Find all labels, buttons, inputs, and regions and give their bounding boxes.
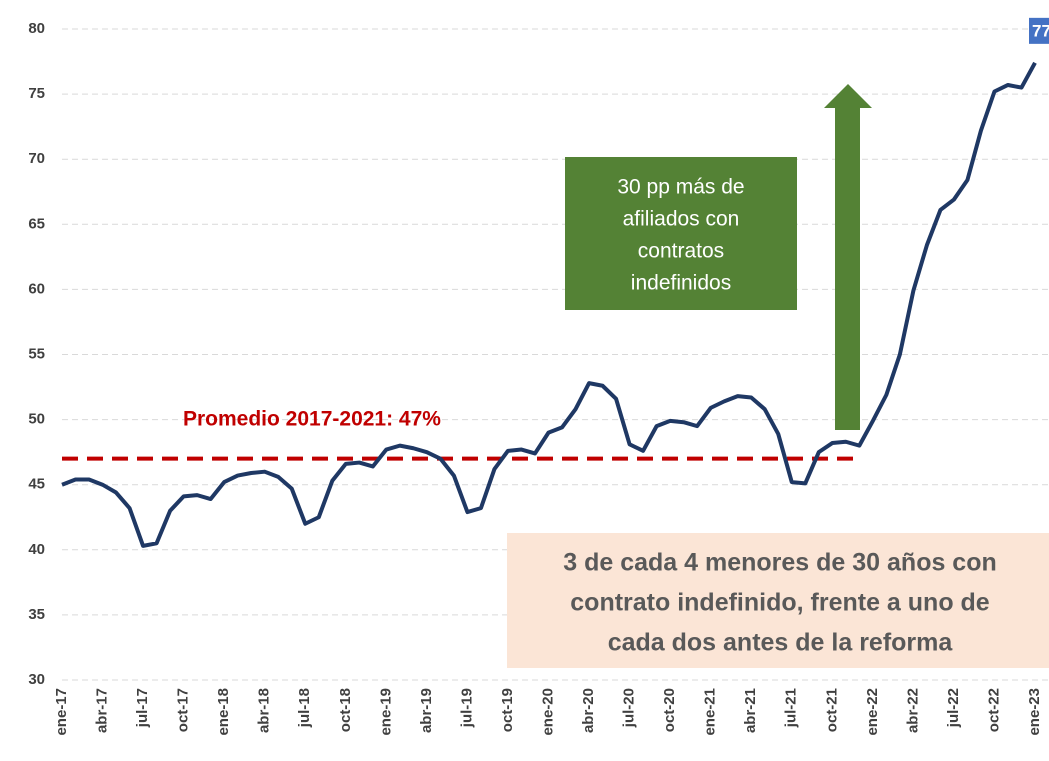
x-tick-label: oct-21 xyxy=(823,688,840,732)
note-text: 3 de cada 4 menores de 30 años con xyxy=(563,549,997,577)
y-tick-label: 75 xyxy=(28,85,45,102)
x-tick-label: ene-17 xyxy=(53,688,70,736)
x-tick-label: abr-17 xyxy=(94,688,111,733)
x-tick-label: abr-22 xyxy=(904,688,921,733)
x-tick-label: abr-20 xyxy=(580,688,597,733)
y-tick-label: 65 xyxy=(28,215,45,232)
arrow-shaft xyxy=(835,108,860,430)
value-label: 77 xyxy=(1032,21,1049,40)
box-text: afiliados con xyxy=(623,208,740,231)
box-text: 30 pp más de xyxy=(617,176,744,199)
x-tick-label: jul-21 xyxy=(783,688,800,728)
reference-label: Promedio 2017-2021: 47% xyxy=(183,408,441,431)
note-text: contrato indefinido, frente a uno de xyxy=(570,589,990,617)
x-tick-label: jul-18 xyxy=(296,688,313,728)
arrow-head xyxy=(824,84,872,108)
value-label-box xyxy=(1029,17,1049,44)
box-text: indefinidos xyxy=(631,272,731,295)
x-tick-label: oct-19 xyxy=(499,688,516,732)
y-tick-label: 30 xyxy=(28,671,45,688)
x-tick-label: ene-19 xyxy=(377,688,394,736)
x-tick-label: ene-22 xyxy=(864,688,881,736)
x-tick-label: abr-18 xyxy=(256,688,273,733)
x-tick-label: jul-17 xyxy=(134,688,151,728)
x-tick-label: oct-20 xyxy=(661,688,678,732)
y-tick-label: 80 xyxy=(28,20,45,37)
y-tick-label: 50 xyxy=(28,411,45,428)
x-tick-label: oct-18 xyxy=(337,688,354,732)
note-text: cada dos antes de la reforma xyxy=(608,629,954,657)
y-tick-label: 35 xyxy=(28,606,45,623)
x-tick-label: oct-22 xyxy=(985,688,1002,732)
x-tick-label: abr-21 xyxy=(742,688,759,733)
x-tick-label: ene-20 xyxy=(539,688,556,736)
y-tick-label: 60 xyxy=(28,280,45,297)
x-tick-label: ene-18 xyxy=(215,688,232,736)
x-tick-label: oct-17 xyxy=(175,688,192,732)
x-tick-label: jul-22 xyxy=(945,688,962,728)
x-tick-label: jul-20 xyxy=(621,688,638,728)
y-tick-label: 55 xyxy=(28,345,45,362)
x-tick-label: ene-21 xyxy=(702,688,719,736)
x-tick-label: abr-19 xyxy=(418,688,435,733)
series-line xyxy=(61,61,1037,548)
y-tick-label: 40 xyxy=(28,541,45,558)
y-tick-label: 70 xyxy=(28,150,45,167)
x-tick-label: jul-19 xyxy=(458,688,475,728)
box-text: contratos xyxy=(638,240,724,263)
text-box xyxy=(565,157,797,310)
x-tick-label: ene-23 xyxy=(1026,688,1043,736)
note-box xyxy=(507,533,1049,668)
y-tick-label: 45 xyxy=(28,476,45,493)
